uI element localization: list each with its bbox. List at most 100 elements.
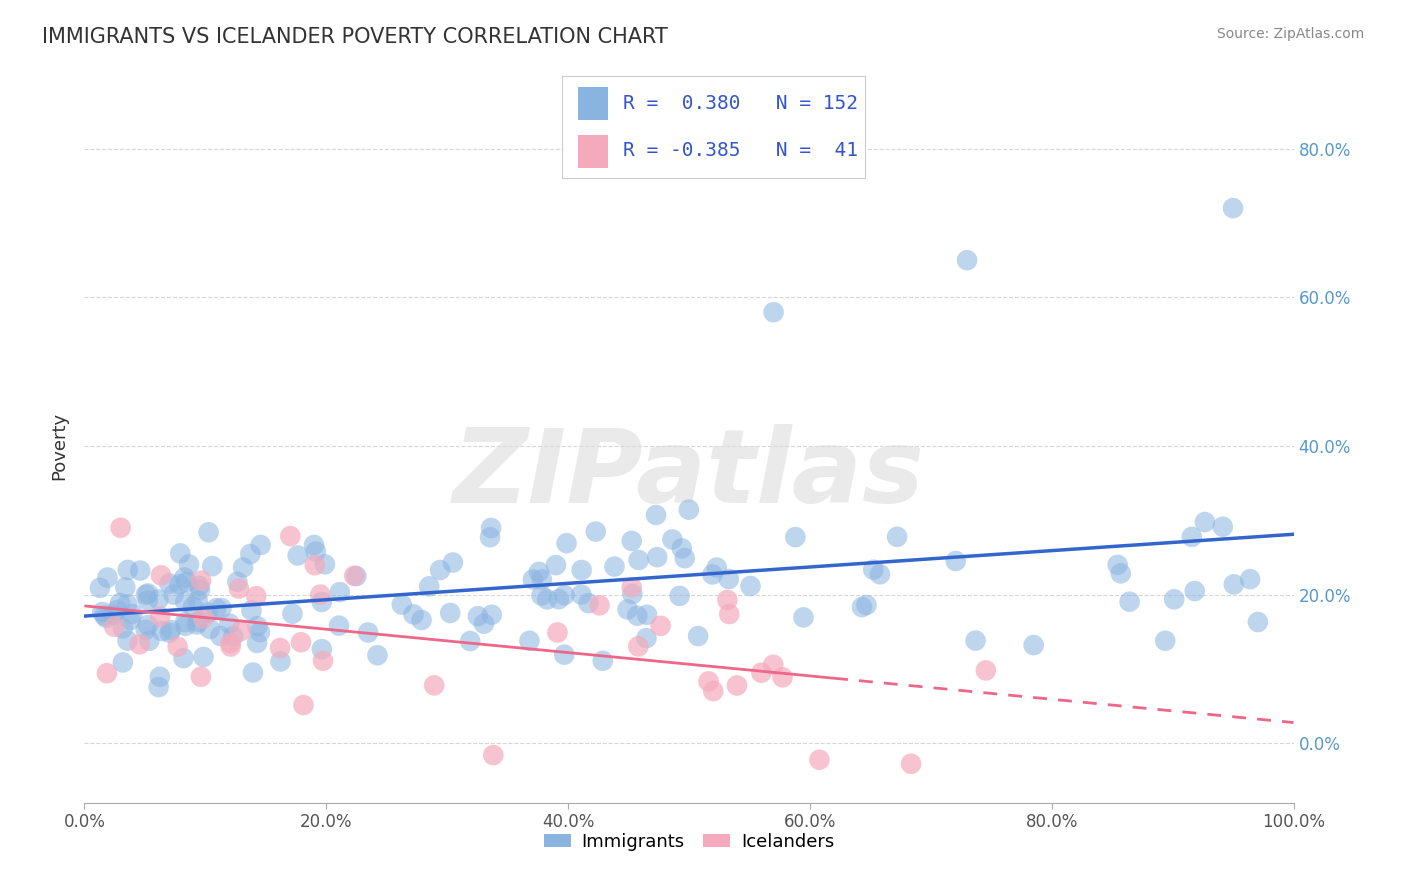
Point: [249, 625, 271, 640]
Point: [1212, 520, 1234, 534]
Point: [110, 521, 132, 535]
Point: [136, 593, 159, 607]
Point: [555, 536, 578, 550]
Point: [578, 596, 600, 610]
Point: [89, 581, 111, 595]
Point: [965, 633, 987, 648]
Point: [1163, 592, 1185, 607]
Point: [479, 530, 502, 544]
Point: [232, 560, 254, 574]
Point: [240, 604, 263, 618]
Point: [150, 624, 173, 638]
Point: [149, 609, 172, 624]
Point: [159, 576, 181, 591]
Point: [211, 601, 233, 615]
Point: [439, 606, 461, 620]
Point: [197, 606, 219, 620]
Point: [472, 616, 495, 631]
Point: [792, 610, 814, 624]
Point: [163, 588, 186, 602]
Point: [522, 573, 544, 587]
Point: [193, 649, 215, 664]
Point: [174, 594, 197, 608]
Point: [101, 607, 124, 622]
Point: [269, 640, 291, 655]
Point: [762, 305, 785, 319]
Point: [190, 574, 212, 588]
Point: [91, 605, 114, 619]
Text: IMMIGRANTS VS ICELANDER POVERTY CORRELATION CHART: IMMIGRANTS VS ICELANDER POVERTY CORRELAT…: [42, 27, 668, 46]
Point: [292, 698, 315, 712]
Point: [159, 625, 181, 640]
Point: [661, 533, 683, 547]
Point: [546, 625, 568, 640]
Point: [544, 558, 567, 573]
Point: [673, 551, 696, 566]
Point: [645, 550, 668, 565]
Point: [188, 579, 211, 593]
Point: [441, 556, 464, 570]
Point: [103, 620, 125, 634]
Point: [242, 665, 264, 680]
Point: [108, 596, 131, 610]
Point: [219, 640, 242, 654]
Point: [740, 579, 762, 593]
Point: [174, 615, 197, 630]
Point: [785, 530, 807, 544]
Point: [725, 678, 748, 692]
Point: [176, 574, 198, 589]
Point: [135, 588, 157, 602]
Point: [201, 559, 224, 574]
Point: [246, 636, 269, 650]
Point: [1247, 615, 1270, 629]
Point: [166, 640, 188, 654]
Point: [138, 633, 160, 648]
Point: [717, 572, 740, 586]
Point: [344, 569, 367, 583]
Point: [148, 592, 170, 607]
Point: [636, 607, 658, 622]
Point: [592, 654, 614, 668]
Point: [402, 607, 425, 622]
Point: [627, 553, 650, 567]
Point: [668, 589, 690, 603]
Point: [169, 546, 191, 560]
Point: [181, 599, 204, 614]
Point: [174, 619, 197, 633]
Point: [603, 559, 626, 574]
Point: [314, 558, 336, 572]
Point: [482, 748, 505, 763]
Point: [309, 588, 332, 602]
Point: [191, 611, 214, 625]
Point: [128, 637, 150, 651]
Point: [1118, 595, 1140, 609]
Point: [198, 622, 221, 636]
Point: [1184, 584, 1206, 599]
Point: [423, 678, 446, 692]
Point: [305, 544, 328, 558]
Point: [246, 619, 269, 633]
Point: [96, 666, 118, 681]
Point: [1194, 515, 1216, 529]
Point: [218, 616, 240, 631]
Point: [697, 674, 720, 689]
Point: [391, 598, 413, 612]
Point: [366, 648, 388, 663]
Point: [620, 580, 643, 594]
Point: [702, 567, 724, 582]
Point: [616, 602, 638, 616]
Text: ZIPatlas: ZIPatlas: [453, 424, 925, 525]
Point: [645, 508, 668, 522]
Point: [650, 619, 672, 633]
Text: R = -0.385   N =  41: R = -0.385 N = 41: [623, 141, 858, 161]
Point: [536, 592, 558, 607]
Point: [187, 593, 209, 607]
Point: [205, 601, 228, 615]
Point: [411, 613, 433, 627]
Point: [530, 573, 553, 587]
Point: [136, 586, 159, 600]
Point: [219, 636, 242, 650]
Text: Source: ZipAtlas.com: Source: ZipAtlas.com: [1216, 27, 1364, 41]
Point: [588, 599, 610, 613]
Point: [312, 654, 335, 668]
